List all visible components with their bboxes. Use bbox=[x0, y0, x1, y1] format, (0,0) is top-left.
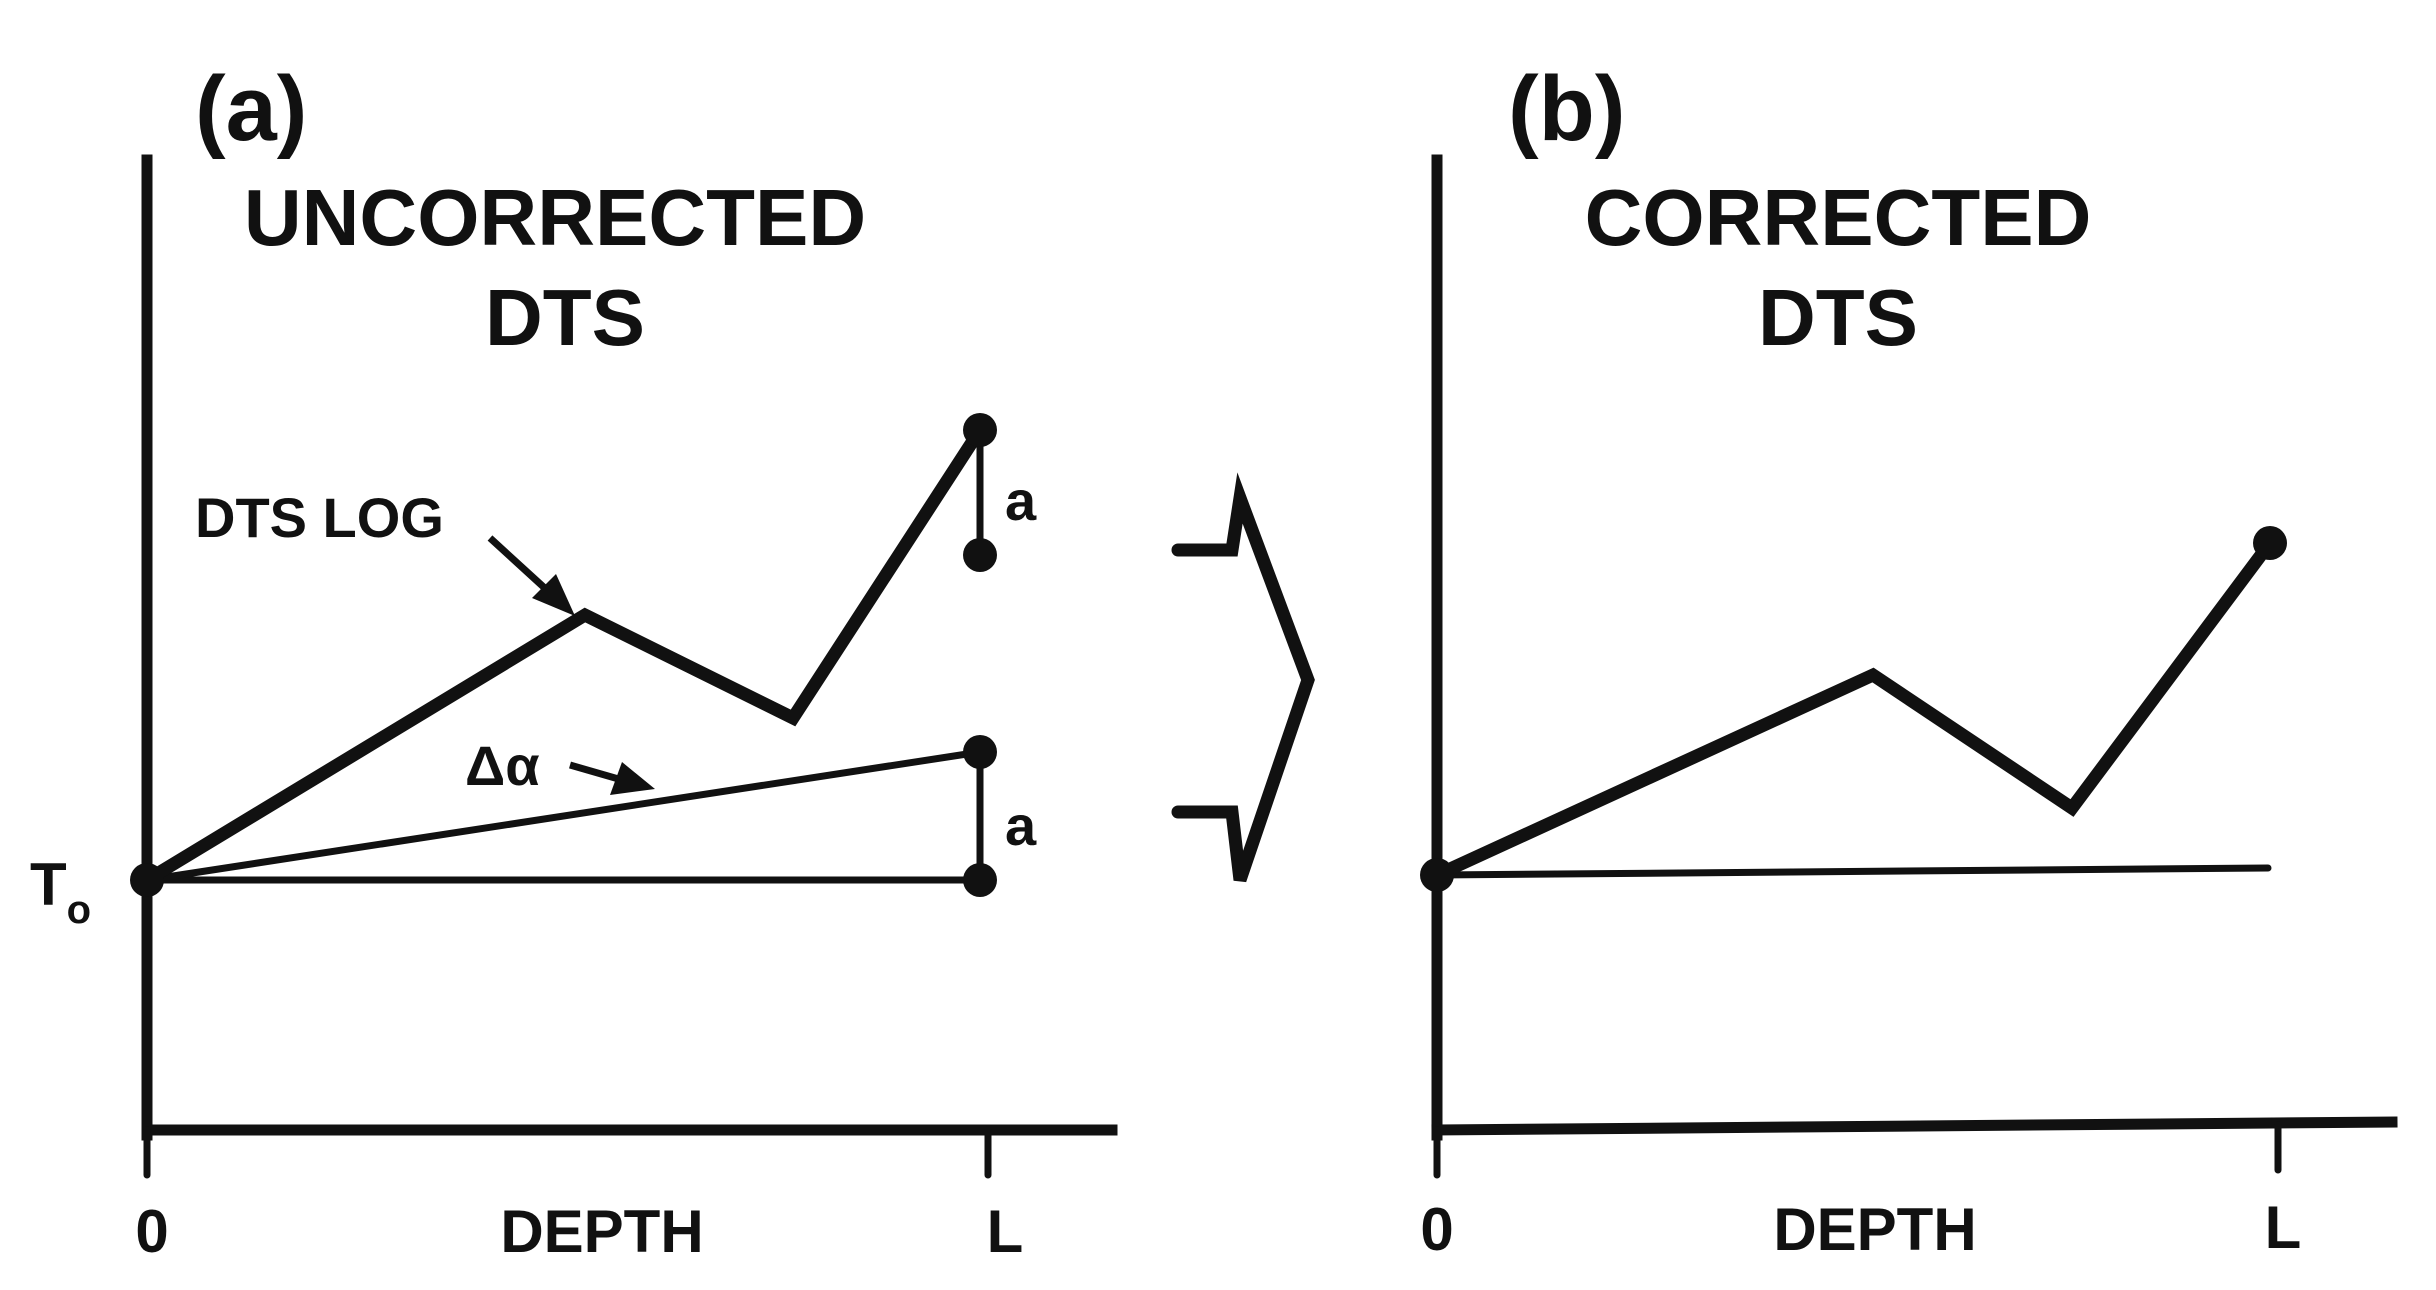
panel-b-end-dot bbox=[2253, 526, 2287, 560]
panel-b-title-line1: CORRECTED bbox=[1585, 173, 2092, 262]
panel-a-title-line2: DTS bbox=[485, 273, 645, 362]
panel-a-x-tick-0: 0 bbox=[135, 1198, 168, 1265]
transform-arrow bbox=[1171, 472, 1315, 883]
panel-a-drift-end-dot bbox=[963, 735, 997, 769]
panel-a-letter: (a) bbox=[195, 58, 307, 160]
panel-a-drift-line bbox=[143, 748, 984, 884]
panel-a-log-end-dot bbox=[963, 413, 997, 447]
panel-a-delta-label: Δα bbox=[465, 734, 540, 797]
panel-b-x-tick-L: L bbox=[2265, 1194, 2302, 1261]
panel-a-log-label: DTS LOG bbox=[195, 486, 444, 549]
panel-b-title-line2: DTS bbox=[1758, 273, 1918, 362]
panel-b-x-axis bbox=[1431, 1116, 2398, 1136]
panel-b-origin-dot bbox=[1420, 858, 1454, 892]
panel-b-corrected-trace bbox=[1430, 536, 2277, 882]
panel-b-letter: (b) bbox=[1508, 58, 1625, 160]
panel-a-origin-label: To bbox=[30, 851, 91, 932]
transform-arrow-shape bbox=[1171, 472, 1315, 883]
panel-a-corrected-end-dot bbox=[963, 538, 997, 572]
panel-b-x-tick-0: 0 bbox=[1420, 1196, 1453, 1263]
panel-a-baseline-end-dot bbox=[963, 863, 997, 897]
panel-a-origin-label-sub: o bbox=[67, 888, 91, 932]
panel-b: (b) CORRECTED DTS 0 L DEPTH bbox=[1420, 58, 2398, 1263]
panel-a-offset-label-upper: a bbox=[1005, 469, 1037, 532]
panel-a-origin-dot bbox=[130, 863, 164, 897]
panel-a-delta-arrow-head bbox=[610, 762, 655, 795]
panel-a-x-axis-title: DEPTH bbox=[500, 1198, 703, 1265]
panel-b-baseline bbox=[1433, 864, 2272, 879]
panel-a-x-tick-L: L bbox=[987, 1198, 1024, 1265]
panel-a-dts-log-trace bbox=[140, 423, 987, 887]
panel-a-title-line1: UNCORRECTED bbox=[244, 173, 866, 262]
panel-b-x-axis-title: DEPTH bbox=[1773, 1196, 1976, 1263]
panel-a-delta-arrow-shaft bbox=[569, 761, 623, 784]
panel-a-origin-label-main: T bbox=[30, 851, 67, 918]
panel-a: (a) UNCORRECTED DTS DTS LOG Δα a a bbox=[30, 58, 1118, 1265]
panel-a-log-arrow-head bbox=[532, 574, 575, 616]
panel-a-offset-label-lower: a bbox=[1005, 794, 1037, 857]
